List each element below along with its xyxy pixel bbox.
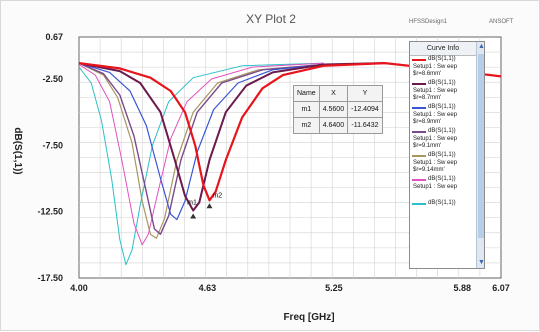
marker-label: m1 — [187, 199, 197, 206]
marker-table: Name X Y m1 4.5600 -12.4094 m2 4.6400 -1… — [293, 85, 383, 134]
marker-name: m1 — [293, 101, 320, 118]
x-tick-label: 4.63 — [199, 283, 217, 293]
marker-triangle — [206, 203, 213, 209]
x-axis-label: Freq [GHz] — [283, 312, 334, 323]
series-line — [78, 62, 324, 221]
legend-name: dB(S(1,1)) — [428, 200, 456, 206]
legend-name: dB(S(1,1)) — [428, 128, 456, 134]
x-tick-label: 6.07 — [492, 283, 510, 293]
marker-name: m2 — [293, 117, 320, 134]
x-tick-label: 4.00 — [70, 283, 88, 293]
marker-header-name: Name — [293, 85, 320, 102]
legend-setup: Setup1 : Sw eep — [413, 136, 458, 142]
legend-param: $r=8.6mm' — [413, 71, 442, 77]
legend-setup: Setup1 : Sw eep — [413, 88, 458, 94]
scroll-up-icon[interactable]: ▲ — [478, 43, 485, 50]
chart-title: XY Plot 2 — [246, 12, 296, 26]
series-line — [78, 62, 502, 202]
marker-table-header: Name X Y — [293, 85, 383, 102]
legend-swatch — [412, 179, 426, 181]
legend-swatch — [412, 107, 426, 109]
marker-y: -12.4094 — [347, 101, 383, 118]
legend-scrollbar[interactable]: ▲ ▼ — [476, 42, 485, 268]
marker-row-m1: m1 4.5600 -12.4094 — [293, 101, 383, 118]
legend-items: dB(S(1,1)) Setup1 : Sw eep $r=8.6mm' dB(S(1… — [410, 56, 476, 224]
marker-y: -11.6432 — [347, 117, 383, 134]
legend-item[interactable]: dB(S(1,1)) Setup1 : Sw eep $r=9.14mm' — [410, 152, 476, 176]
y-axis-label: dB(S(1,1)) — [12, 127, 23, 174]
marker-header-y: Y — [347, 85, 383, 102]
x-tick-label: 5.88 — [454, 283, 472, 293]
legend-swatch — [412, 203, 426, 205]
marker-x: 4.5600 — [318, 101, 349, 118]
legend-swatch — [412, 83, 426, 85]
legend-item[interactable]: dB(S(1,1)) — [410, 200, 476, 224]
y-tick-label: -7.50 — [42, 140, 63, 150]
legend-swatch — [412, 131, 426, 133]
legend-setup: Setup1 : Sw eep — [413, 64, 458, 70]
markers: m1 m2 — [187, 192, 222, 219]
marker-header-x: X — [318, 85, 349, 102]
legend-swatch — [412, 59, 426, 61]
marker-triangle — [190, 213, 197, 219]
legend-param: $r=8.7mm' — [413, 95, 442, 101]
legend-name: dB(S(1,1)) — [428, 152, 456, 158]
y-tick-label: -2.50 — [42, 74, 63, 84]
curve-info-legend: Curve Info dB(S(1,1)) Setup1 : Sw eep $r=8… — [409, 41, 485, 269]
ansoft-label: ANSOFT — [489, 19, 514, 25]
legend-name: dB(S(1,1)) — [428, 104, 456, 110]
design-name: HFSSDesign1 — [409, 19, 448, 25]
x-tick-label: 5.25 — [325, 283, 343, 293]
legend-setup: Setup1 : Sw eep — [413, 184, 458, 190]
legend-name: dB(S(1,1)) — [428, 80, 456, 86]
marker-row-m2: m2 4.6400 -11.6432 — [293, 117, 383, 134]
legend-item[interactable]: dB(S(1,1)) Setup1 : Sw eep $r=8.9mm' — [410, 104, 476, 128]
legend-name: dB(S(1,1)) — [428, 176, 456, 182]
legend-param: $r=8.9mm' — [413, 119, 442, 125]
legend-name: dB(S(1,1)) — [428, 56, 456, 62]
legend-item[interactable]: dB(S(1,1)) Setup1 : Sw eep $r=9.1mm' — [410, 128, 476, 152]
legend-title: Curve Info — [410, 42, 476, 56]
series-line — [78, 62, 324, 239]
tick-labels: 0.67 -2.50 -7.50 -12.50 -17.50 4.00 4.63 5.25 5.… — [37, 32, 509, 293]
marker-label: m2 — [212, 192, 222, 199]
series-line — [78, 62, 324, 246]
legend-swatch — [412, 155, 426, 157]
y-tick-label: -17.50 — [37, 273, 63, 283]
scroll-down-icon[interactable]: ▼ — [478, 259, 485, 266]
legend-item[interactable]: dB(S(1,1)) Setup1 : Sw eep $r=8.6mm' — [410, 56, 476, 80]
marker-x: 4.6400 — [318, 117, 349, 134]
y-tick-label: -12.50 — [37, 207, 63, 217]
legend-item[interactable]: dB(S(1,1)) Setup1 : Sw eep $r=8.7mm' — [410, 80, 476, 104]
series-line — [78, 62, 324, 235]
series-line — [78, 62, 385, 212]
series-line — [78, 62, 324, 266]
series-lines — [78, 62, 502, 266]
legend-param: $r=9.14mm' — [413, 167, 445, 173]
y-tick-label: 0.67 — [45, 32, 63, 42]
legend-setup: Setup1 : Sw eep — [413, 112, 458, 118]
legend-setup: Setup1 : Sw eep — [413, 160, 458, 166]
legend-item[interactable]: dB(S(1,1)) Setup1 : Sw eep — [410, 176, 476, 200]
legend-param: $r=9.1mm' — [413, 143, 442, 149]
scroll-thumb[interactable] — [478, 54, 484, 238]
